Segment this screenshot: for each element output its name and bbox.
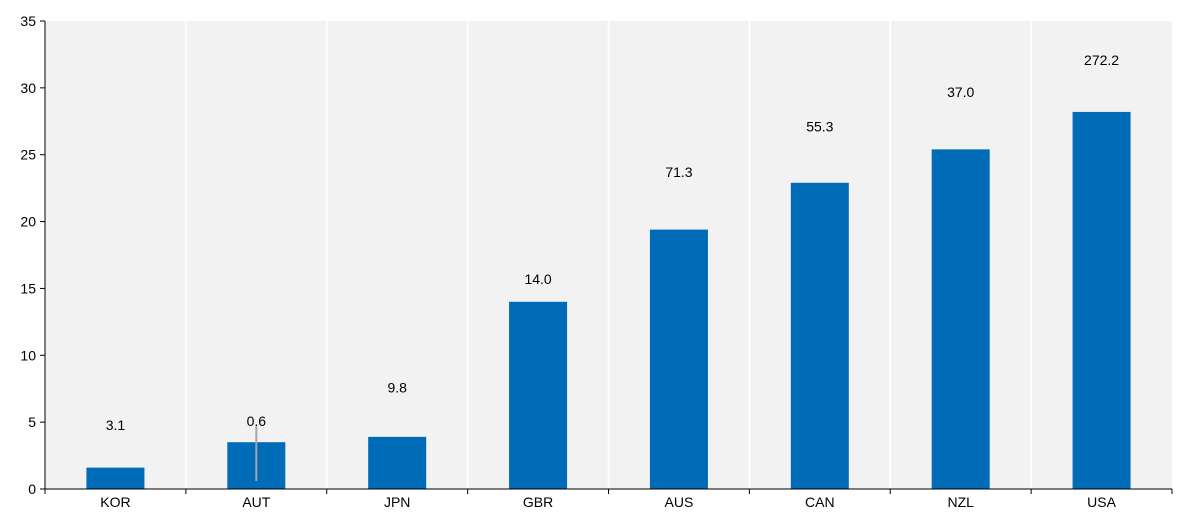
- bar-can: [790, 182, 849, 489]
- y-tick-label: 25: [20, 147, 36, 163]
- bar-jpn: [368, 436, 427, 489]
- data-label-aut: 0.6: [247, 413, 267, 429]
- data-label-gbr: 14.0: [524, 271, 551, 287]
- y-axis: 0 5 10 15 20 25 30 35: [20, 13, 46, 497]
- gridlines: [185, 21, 1032, 489]
- x-tick-label-jpn: JPN: [384, 494, 410, 510]
- x-tick-label-can: CAN: [805, 494, 835, 510]
- bar-kor: [86, 467, 145, 489]
- data-label-jpn: 9.8: [387, 379, 407, 395]
- data-label-kor: 3.1: [106, 417, 126, 433]
- x-tick-label-kor: KOR: [100, 494, 130, 510]
- data-label-nzl: 37.0: [947, 84, 974, 100]
- x-tick-label-nzl: NZL: [947, 494, 974, 510]
- y-tick-label: 30: [20, 80, 36, 96]
- y-tick-label: 20: [20, 214, 36, 230]
- bar-usa: [1072, 111, 1131, 489]
- data-label-can: 55.3: [806, 119, 833, 135]
- y-tick-label: 35: [20, 13, 36, 29]
- bar-gbr: [509, 301, 568, 489]
- data-label-aus: 71.3: [665, 164, 692, 180]
- data-label-usa: 272.2: [1084, 52, 1119, 68]
- y-tick-label: 15: [20, 280, 36, 296]
- x-axis: KOR AUT JPN GBR AUS CAN NZL USA: [44, 488, 1173, 510]
- bar-aus: [649, 229, 708, 489]
- x-tick-label-usa: USA: [1087, 494, 1116, 510]
- y-tick-label: 10: [20, 347, 36, 363]
- y-tick-label: 0: [28, 481, 36, 497]
- bars: [86, 111, 1131, 489]
- x-tick-label-aut: AUT: [242, 494, 270, 510]
- x-tick-label-aus: AUS: [665, 494, 694, 510]
- data-labels: 3.1 0.6 9.8 14.0 71.3 55.3 37.0 272.2: [106, 52, 1120, 433]
- x-tick-label-gbr: GBR: [523, 494, 553, 510]
- y-tick-label: 5: [28, 414, 36, 430]
- bar-nzl: [931, 149, 990, 489]
